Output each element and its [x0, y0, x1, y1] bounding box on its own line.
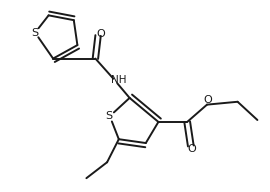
- Text: S: S: [105, 111, 113, 121]
- Text: O: O: [96, 29, 105, 39]
- Text: S: S: [32, 28, 39, 38]
- Text: O: O: [204, 95, 212, 105]
- Text: NH: NH: [111, 75, 126, 85]
- Text: O: O: [187, 144, 196, 154]
